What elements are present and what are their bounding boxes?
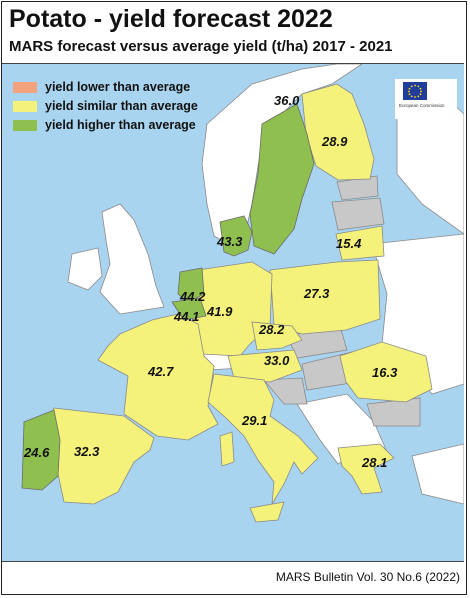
- value-label-greece: 28.1: [361, 455, 387, 470]
- sardinia-shape: [219, 431, 235, 467]
- turkey-shape: [411, 443, 464, 505]
- eu-flag-icon: [403, 82, 427, 100]
- croatia-slovenia-shape: [263, 377, 308, 405]
- value-label-portugal: 24.6: [23, 445, 50, 460]
- europe-map: 36.0 28.9 43.3 15.4 44.2 44.1 41.9 27.3 …: [2, 63, 464, 562]
- value-label-france: 42.7: [147, 364, 174, 379]
- ireland-shape: [67, 247, 103, 291]
- latvia-shape: [331, 197, 385, 231]
- legend-swatch-lower: [13, 81, 37, 93]
- legend-label-lower: yield lower than average: [45, 80, 191, 94]
- greece-shape: [337, 443, 395, 495]
- legend-item-lower: yield lower than average: [13, 80, 190, 94]
- value-label-lithuania: 15.4: [336, 236, 362, 251]
- denmark-shape: [219, 215, 253, 257]
- poland-shape: [269, 259, 381, 335]
- value-label-italy: 29.1: [241, 413, 267, 428]
- italy-shape: [207, 373, 319, 505]
- sweden-shape: [249, 103, 315, 255]
- map-svg: 36.0 28.9 43.3 15.4 44.2 44.1 41.9 27.3 …: [21, 64, 464, 523]
- legend-label-similar: yield similar than average: [45, 99, 198, 113]
- footer-citation: MARS Bulletin Vol. 30 No.6 (2022): [275, 570, 460, 584]
- legend-label-higher: yield higher than average: [45, 118, 196, 132]
- bulgaria-shape: [366, 397, 421, 427]
- austria-shape: [227, 349, 303, 383]
- romania-shape: [339, 341, 433, 403]
- legend-swatch-higher: [13, 119, 37, 131]
- value-label-germany: 41.9: [206, 304, 233, 319]
- value-label-sweden: 36.0: [274, 93, 300, 108]
- uk-shape: [99, 203, 165, 315]
- value-label-netherlands: 44.2: [179, 289, 206, 304]
- netherlands-shape: [177, 267, 205, 303]
- legend-swatch-similar: [13, 100, 37, 112]
- value-label-czechia: 28.2: [258, 322, 285, 337]
- european-commission-logo: European Commission: [395, 79, 457, 119]
- value-label-spain: 32.3: [74, 444, 100, 459]
- logo-text: European Commission: [399, 103, 445, 108]
- value-label-austria: 33.0: [264, 353, 290, 368]
- legend-item-similar: yield similar than average: [13, 99, 198, 113]
- value-label-finland: 28.9: [321, 134, 348, 149]
- map-title: Potato - yield forecast 2022: [9, 5, 333, 33]
- belgium-shape: [171, 297, 207, 321]
- lithuania-shape: [335, 225, 385, 261]
- portugal-shape: [21, 409, 61, 491]
- value-label-romania: 16.3: [372, 365, 398, 380]
- map-subtitle: MARS forecast versus average yield (t/ha…: [9, 38, 393, 55]
- sicily-shape: [249, 501, 285, 523]
- value-label-denmark: 43.3: [216, 234, 243, 249]
- value-label-belgium: 44.1: [173, 309, 199, 324]
- czechia-shape: [251, 321, 303, 351]
- value-label-poland: 27.3: [303, 286, 330, 301]
- legend-item-higher: yield higher than average: [13, 118, 196, 132]
